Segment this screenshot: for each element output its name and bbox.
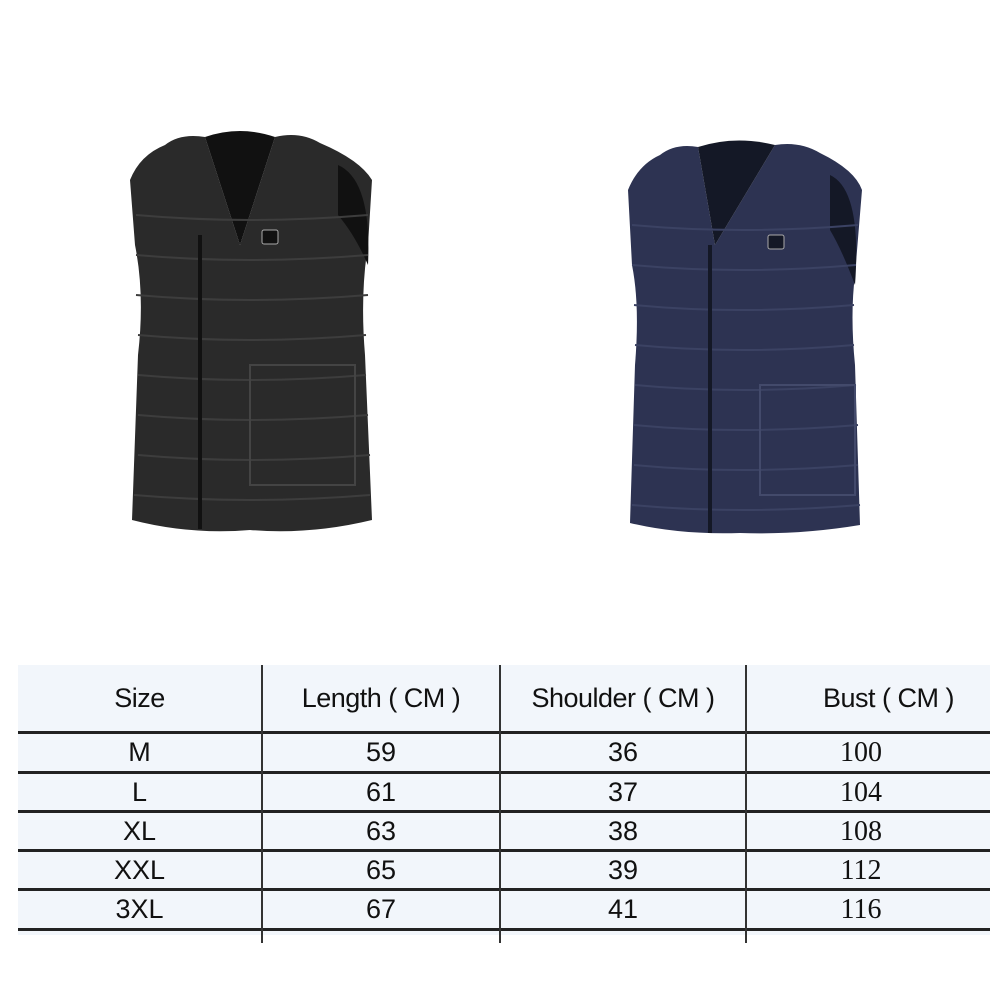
cell-bust: 104 [840, 776, 882, 808]
cell-length: 63 [365, 816, 397, 846]
cell-shoulder: 39 [607, 855, 639, 885]
size-chart-table: Size Length ( CM ) Shoulder ( CM ) Bust … [18, 665, 990, 943]
header-bust: Bust ( CM ) [822, 682, 955, 713]
cell-bust: 112 [840, 854, 882, 886]
navy-heated-vest-image [628, 140, 862, 534]
row-divider [18, 731, 990, 734]
row-divider [18, 810, 990, 813]
cell-size: XL [122, 816, 157, 846]
column-divider [745, 665, 747, 943]
cell-shoulder: 36 [607, 737, 639, 767]
black-heated-vest-image [130, 131, 372, 532]
column-divider [261, 665, 263, 943]
header-length: Length ( CM ) [301, 682, 461, 713]
cell-size: 3XL [115, 894, 164, 924]
cell-bust: 100 [840, 736, 882, 768]
row-divider [18, 888, 990, 891]
column-divider [499, 665, 501, 943]
header-shoulder: Shoulder ( CM ) [531, 682, 715, 713]
header-size: Size [114, 682, 165, 713]
cell-length: 65 [365, 855, 397, 885]
row-divider [18, 771, 990, 774]
cell-size: XXL [113, 855, 166, 885]
cell-shoulder: 38 [607, 816, 639, 846]
cell-bust: 108 [840, 815, 882, 847]
cell-length: 59 [365, 737, 397, 767]
cell-size: L [131, 777, 148, 807]
cell-shoulder: 41 [607, 894, 639, 924]
cell-bust: 116 [840, 893, 882, 925]
cell-size: M [128, 737, 151, 767]
row-divider [18, 928, 990, 931]
row-divider [18, 849, 990, 852]
cell-length: 61 [365, 777, 397, 807]
cell-length: 67 [365, 894, 397, 924]
cell-shoulder: 37 [607, 777, 639, 807]
